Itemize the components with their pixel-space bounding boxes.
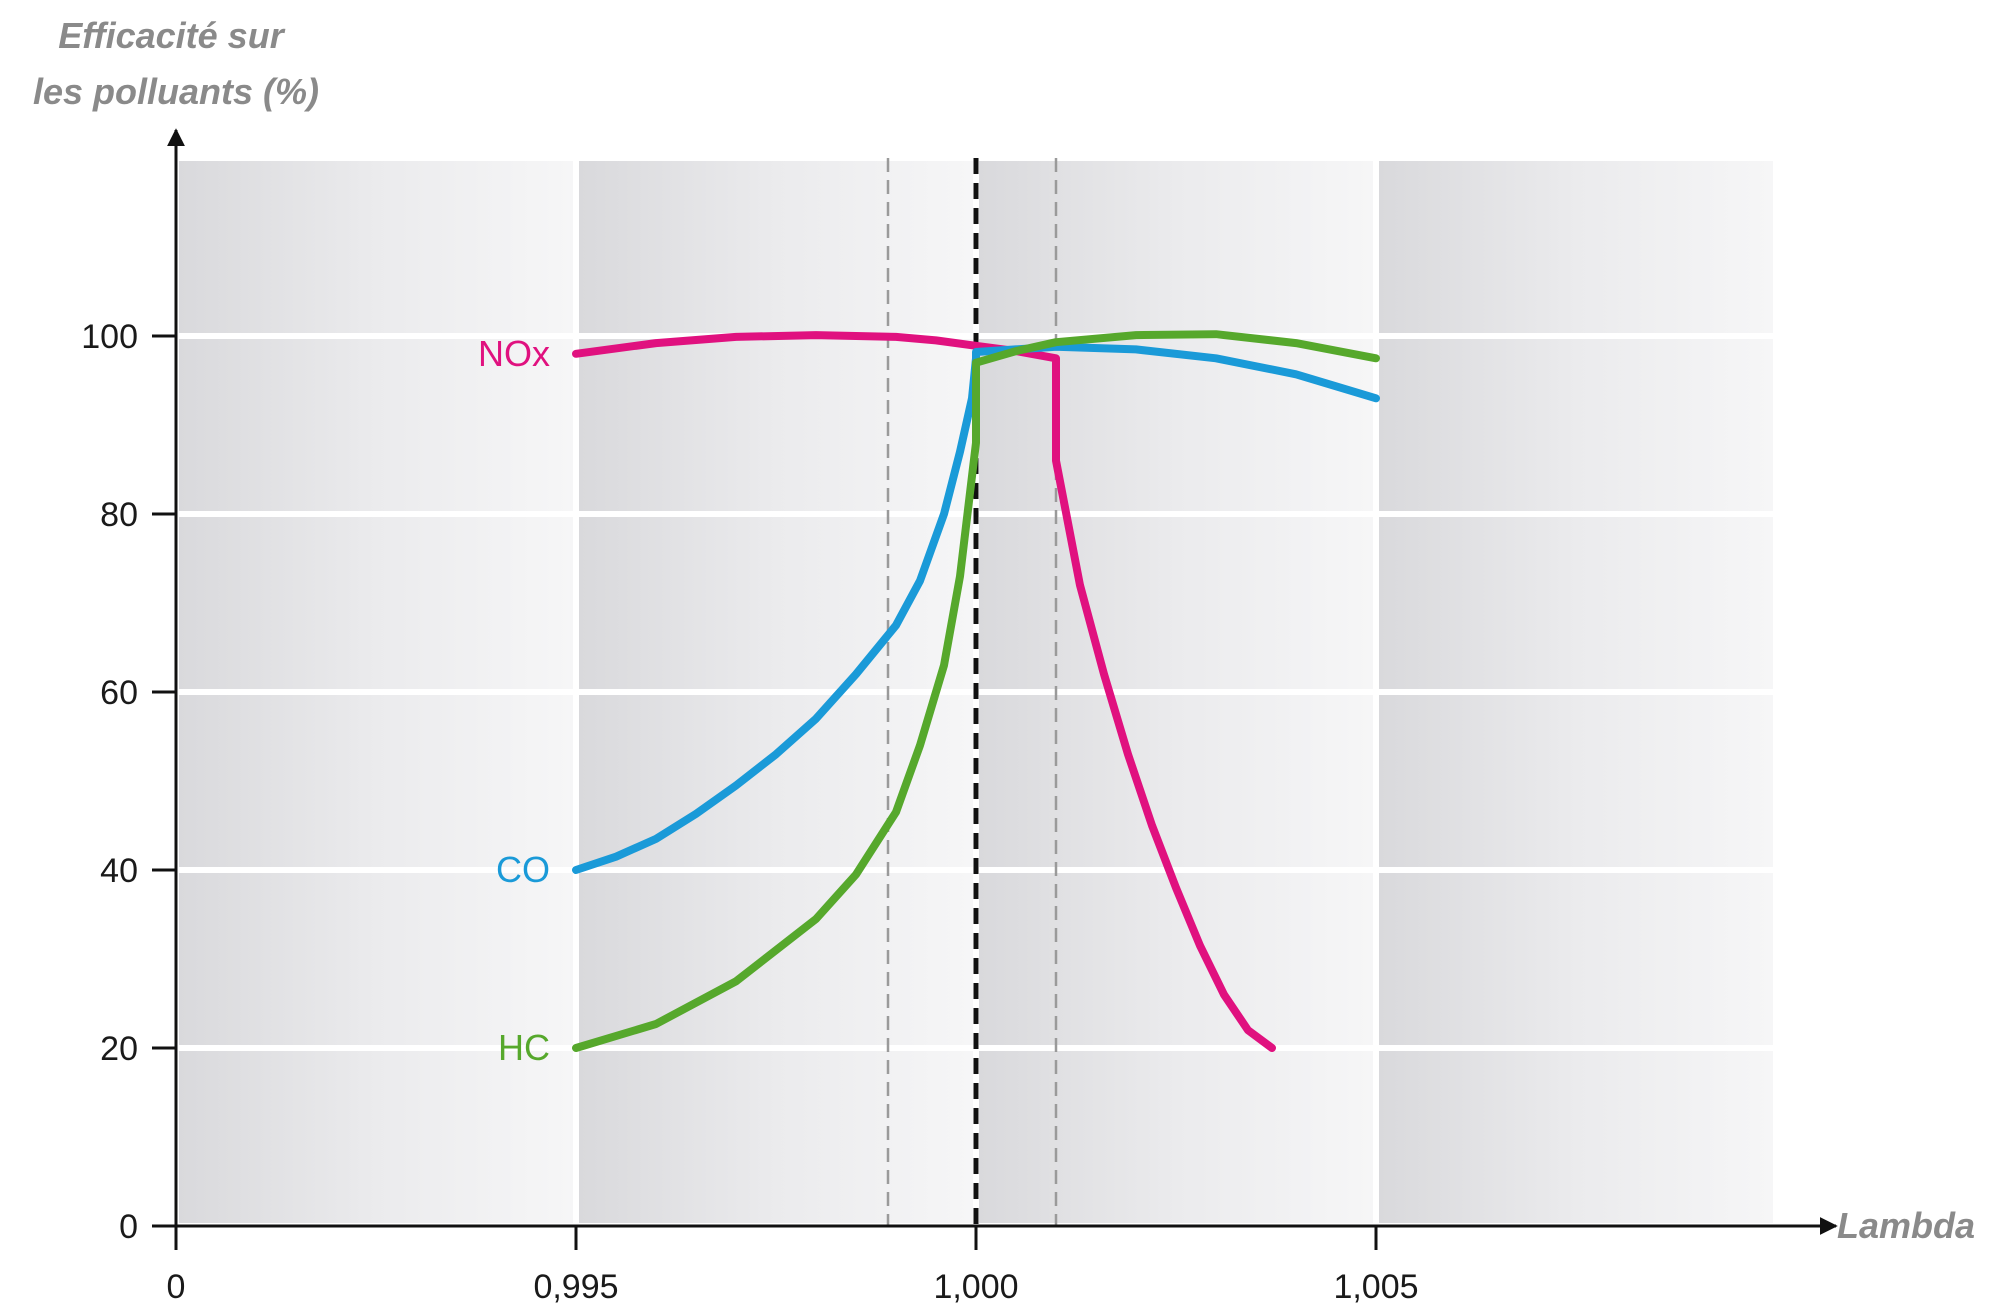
grid-cell — [1379, 1051, 1773, 1223]
series-label-nox: NOx — [478, 333, 550, 374]
y-axis-label-line-2: les polluants (%) — [33, 71, 319, 112]
grid-cell — [179, 339, 573, 511]
grid-cell — [979, 873, 1373, 1045]
grid-cell — [1379, 517, 1773, 689]
y-tick-label: 60 — [100, 674, 138, 712]
grid-cell — [1379, 161, 1773, 333]
y-axis-ticks: 0 20 40 60 80 100 — [81, 318, 176, 1246]
series-line-nox — [572, 331, 1276, 1052]
grid-cell — [979, 1051, 1373, 1223]
y-tick-label: 0 — [119, 1208, 138, 1246]
grid-cell — [1379, 339, 1773, 511]
grid-cell — [579, 517, 973, 689]
y-tick-label: 40 — [100, 852, 138, 890]
y-axis-label: Efficacité sur les polluants (%) — [33, 15, 319, 112]
grid-cell — [179, 695, 573, 867]
grid-cell — [579, 161, 973, 333]
y-tick-label: 100 — [81, 318, 138, 356]
grid-cell — [979, 517, 1373, 689]
grid-cell — [579, 339, 973, 511]
x-tick-label: 0 — [167, 1268, 186, 1306]
grid-cell — [1379, 873, 1773, 1045]
grid-cell — [579, 1051, 973, 1223]
series-line-hc — [572, 330, 1380, 1052]
grid-cell — [1379, 695, 1773, 867]
y-tick-label: 80 — [100, 496, 138, 534]
grid-cell — [979, 695, 1373, 867]
grid-cell — [179, 1051, 573, 1223]
grid-cell — [579, 873, 973, 1045]
x-tick-label: 1,005 — [1333, 1268, 1418, 1306]
y-axis-label-line-1: Efficacité sur — [58, 15, 285, 56]
grid-cell — [979, 339, 1373, 511]
grid-cell — [179, 873, 573, 1045]
x-tick-label: 0,995 — [533, 1268, 618, 1306]
x-axis-ticks: 0 0,995 1,000 1,005 — [167, 1226, 1419, 1306]
grid-cell — [979, 161, 1373, 333]
grid-cell — [179, 517, 573, 689]
plot-background — [179, 161, 1773, 1223]
series-label-co: CO — [496, 849, 550, 890]
series-line-co — [572, 342, 1380, 874]
series-label-hc: HC — [498, 1027, 550, 1068]
x-tick-label: 1,000 — [933, 1268, 1018, 1306]
x-axis-label: Lambda — [1837, 1205, 1975, 1246]
series-labels: NOx CO HC — [478, 333, 550, 1068]
y-tick-label: 20 — [100, 1030, 138, 1068]
series-lines — [572, 330, 1380, 1052]
grid-cell — [179, 161, 573, 333]
grid-cell — [579, 695, 973, 867]
